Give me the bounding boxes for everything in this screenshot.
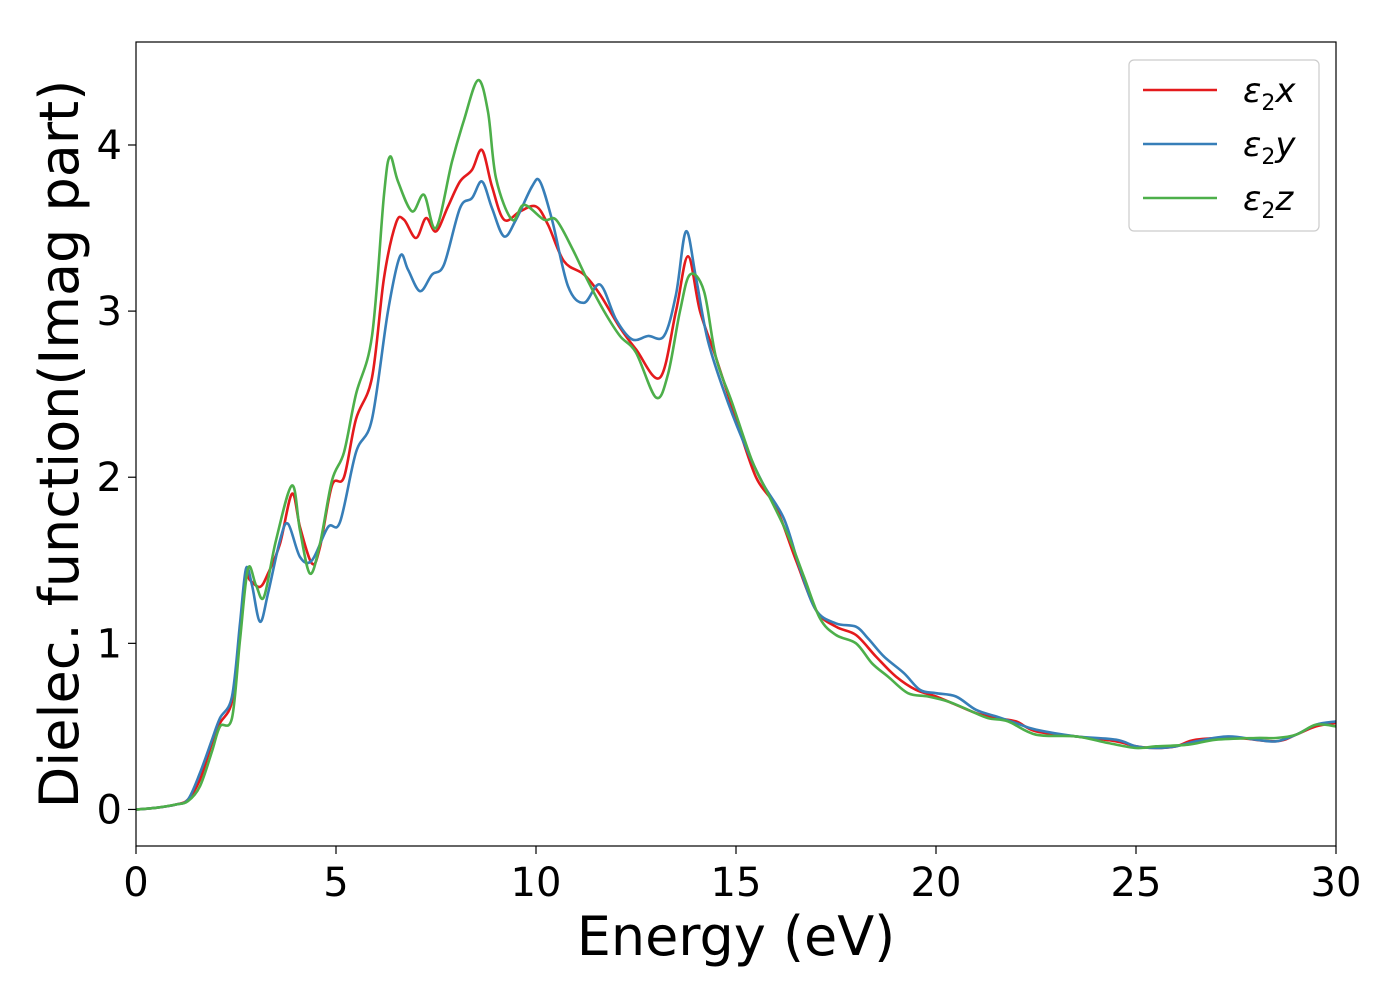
series-layer (136, 78, 1336, 811)
y-tick-label: 1 (97, 621, 122, 667)
y-tick-label: 0 (97, 787, 122, 833)
x-tick-label: 20 (911, 860, 962, 906)
series-line-x (136, 148, 1336, 811)
x-tick-label: 25 (1111, 860, 1162, 906)
x-axis-ticks: 0 5 10 15 20 25 30 (123, 846, 1361, 906)
legend: ε2x ε2y ε2z (1128, 59, 1320, 232)
y-tick-label: 3 (97, 289, 122, 335)
legend-box (1128, 59, 1320, 232)
series-line-y (136, 177, 1336, 811)
y-tick-label: 2 (97, 455, 122, 501)
x-axis-label: Energy (eV) (577, 905, 896, 968)
x-tick-label: 5 (323, 860, 348, 906)
series-line-z (136, 78, 1336, 811)
y-tick-label: 4 (97, 123, 122, 169)
legend-label-y: ε2y (1243, 125, 1296, 170)
x-tick-label: 30 (1311, 860, 1362, 906)
legend-label-x: ε2x (1243, 71, 1296, 116)
y-axis-ticks: 0 1 2 3 4 (97, 123, 136, 833)
x-tick-label: 0 (123, 860, 148, 906)
legend-label-z: ε2z (1243, 179, 1294, 224)
x-tick-label: 15 (711, 860, 762, 906)
y-axis-label: Dielec. function(Imag part) (28, 80, 91, 809)
x-tick-label: 10 (511, 860, 562, 906)
